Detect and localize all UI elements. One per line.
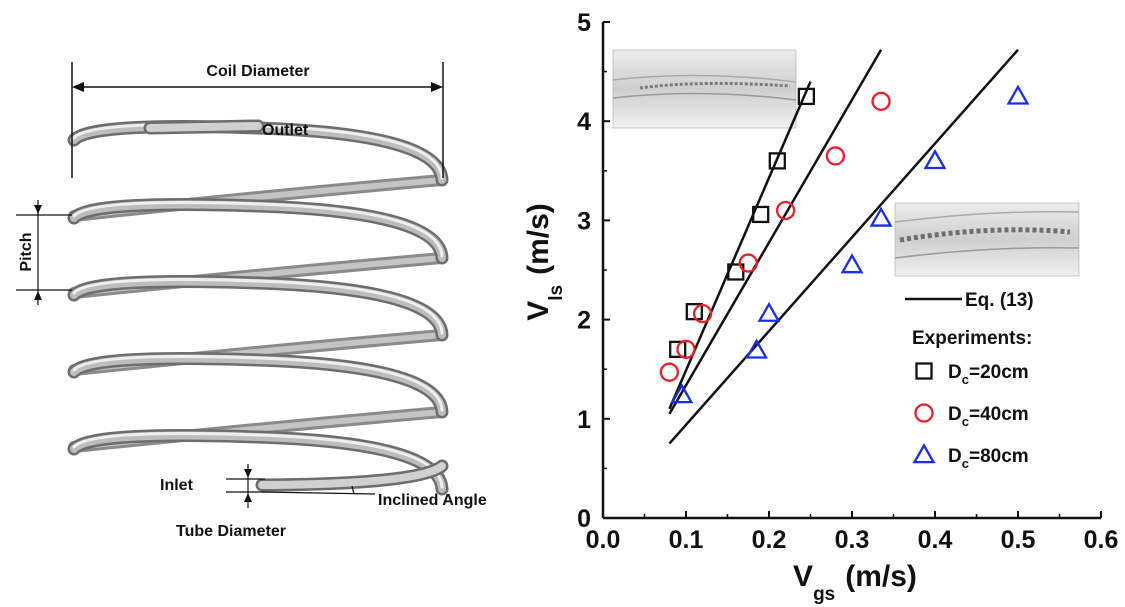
tube-diameter-dimension	[226, 464, 376, 508]
legend-header: Experiments:	[912, 328, 1032, 349]
legend-series-label: Dc=80cm	[948, 446, 1029, 471]
circle-data-point	[825, 146, 846, 166]
chart: 0.0 0.1 0.2 0.3 0.4 0.5 0.6 0 1 2 3 4 5 Vgs(m/s) Vl…	[522, 9, 1118, 605]
x-tick-label: 0.5	[1001, 526, 1036, 554]
triangle-data-point	[840, 253, 864, 274]
legend-square-marker	[915, 362, 933, 380]
legend-circle-marker	[914, 403, 934, 423]
triangle-data-point	[923, 149, 947, 170]
x-tick-labels: 0.0 0.1 0.2 0.3 0.4 0.5 0.6	[586, 526, 1119, 554]
pitch-dimension: Pitch	[16, 200, 72, 305]
triangle-data-point	[1006, 84, 1030, 105]
inset-photo-bottom	[894, 202, 1080, 277]
legend-series-label: Dc=20cm	[948, 362, 1029, 387]
circle-data-point	[738, 253, 758, 273]
inlet-label: Inlet	[160, 477, 194, 494]
circle-data-point	[659, 362, 680, 382]
circle-data-point	[692, 303, 713, 324]
inclined-angle-label: Inclined Angle	[378, 492, 487, 509]
model-line	[668, 48, 1019, 445]
square-data-point	[797, 87, 815, 106]
y-axis-title: Vls(m/s)	[522, 203, 567, 321]
outlet-label: Outlet	[262, 122, 309, 139]
y-tick-label: 3	[577, 207, 591, 235]
square-data-point	[685, 303, 703, 321]
y-tick-label: 0	[577, 505, 591, 533]
circle-data-point	[676, 339, 696, 360]
y-tick-label: 1	[577, 406, 591, 434]
x-tick-label: 0.1	[669, 526, 704, 554]
triangle-data-point	[745, 338, 769, 359]
y-tick-label: 2	[577, 307, 591, 335]
inset-photo-top	[612, 49, 797, 129]
square-data-point	[768, 152, 786, 170]
triangle-data-point	[757, 301, 781, 322]
chart-axes	[601, 21, 1102, 520]
pitch-label: Pitch	[18, 232, 35, 271]
square-data-point	[752, 205, 770, 224]
legend-triangle-marker	[912, 443, 936, 464]
legend-line-label: Eq. (13)	[965, 290, 1034, 311]
coil-diameter-label: Coil Diameter	[206, 63, 309, 80]
tube-diameter-label: Tube Diameter	[176, 523, 286, 540]
model-line	[668, 81, 812, 410]
y-tick-label: 5	[577, 9, 591, 37]
model-line	[668, 49, 883, 415]
legend: Eq. (13) Experiments: Dc=20cm Dc=40cm Dc=8…	[905, 290, 1034, 471]
x-tick-label: 0.3	[835, 526, 870, 554]
triangle-data-point	[869, 206, 893, 227]
legend-series-label: Dc=40cm	[948, 404, 1029, 429]
coil-diameter-dimension: Coil Diameter	[71, 62, 444, 178]
x-tick-label: 0.0	[586, 526, 621, 554]
x-axis-title: Vgs(m/s)	[793, 560, 917, 605]
circle-data-point	[871, 91, 891, 112]
circle-data-point	[775, 200, 796, 221]
coil-diagram: Coil Diameter Outlet Pitch Inlet Incline…	[16, 62, 487, 540]
x-tick-label: 0.4	[918, 526, 953, 554]
y-tick-label: 4	[577, 108, 591, 136]
triangle-data-point	[670, 383, 694, 404]
square-data-point	[669, 340, 687, 359]
coil-spring	[67, 119, 449, 496]
y-tick-labels: 0 1 2 3 4 5	[577, 9, 591, 533]
x-tick-label: 0.2	[752, 526, 787, 554]
data-points	[659, 84, 1030, 404]
x-tick-label: 0.6	[1084, 526, 1119, 554]
square-data-point	[727, 263, 745, 281]
